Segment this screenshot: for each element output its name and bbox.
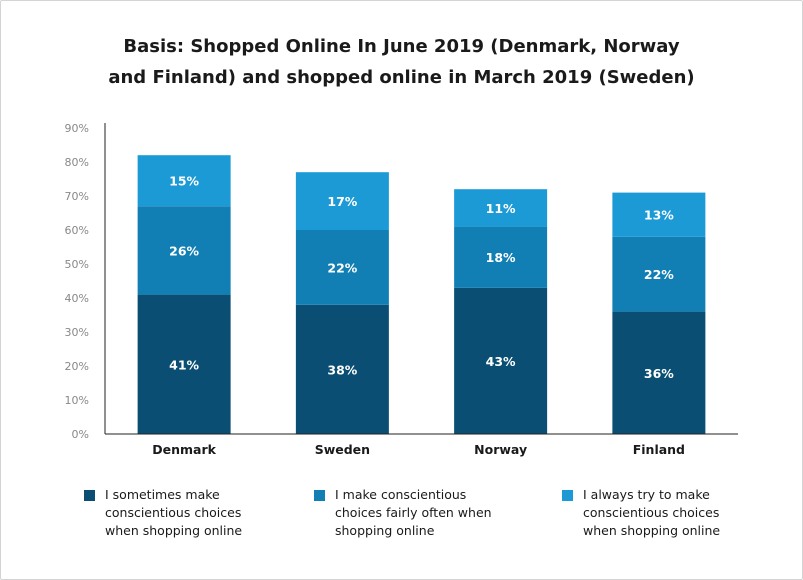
chart-title-line-2: and Finland) and shopped online in March… xyxy=(108,67,695,88)
legend-label-fairly-often-2: choices fairly often when xyxy=(335,505,492,520)
data-label: 43% xyxy=(486,354,516,369)
x-category-label: Finland xyxy=(633,442,685,457)
y-tick-label: 20% xyxy=(65,360,89,373)
data-label: 26% xyxy=(169,243,199,258)
bar-segment xyxy=(454,226,548,288)
x-category-label: Denmark xyxy=(152,442,216,457)
data-label: 22% xyxy=(327,260,357,275)
data-label: 13% xyxy=(644,208,674,223)
data-label: 11% xyxy=(486,201,516,216)
y-tick-label: 30% xyxy=(65,326,89,339)
x-category-label: Sweden xyxy=(315,442,370,457)
y-tick-label: 70% xyxy=(65,190,89,203)
bar-segment xyxy=(137,155,231,207)
y-tick-label: 60% xyxy=(65,224,89,237)
x-category-label: Norway xyxy=(474,442,527,457)
y-tick-label: 40% xyxy=(65,292,89,305)
bar-segment xyxy=(454,287,548,434)
y-tick-label: 80% xyxy=(65,156,89,169)
bar-segment xyxy=(137,206,231,295)
y-tick-label: 0% xyxy=(72,428,89,441)
chart-title-line-1: Basis: Shopped Online In June 2019 (Denm… xyxy=(123,36,680,57)
data-label: 15% xyxy=(169,174,199,189)
legend-item-sometimes: I sometimes make conscientious choices w… xyxy=(84,486,265,540)
bar-segment xyxy=(295,304,389,434)
data-label: 22% xyxy=(644,267,674,282)
y-tick-label: 90% xyxy=(65,122,89,135)
data-label: 38% xyxy=(327,362,357,377)
legend-swatch-fairly-often xyxy=(314,490,325,501)
legend-label-fairly-often-1: I make conscientious xyxy=(335,487,467,502)
legend-label-sometimes-3: when shopping online xyxy=(105,523,243,538)
bar-segment xyxy=(454,189,548,227)
y-tick-label: 10% xyxy=(65,394,89,407)
y-tick-label: 50% xyxy=(65,258,89,271)
data-label: 18% xyxy=(486,250,516,265)
legend-swatch-always xyxy=(562,490,573,501)
legend-label-sometimes-1: I sometimes make xyxy=(105,487,220,502)
legend-swatch-sometimes xyxy=(84,490,95,501)
data-label: 36% xyxy=(644,366,674,381)
legend-label-always-1: I always try to make xyxy=(583,487,710,502)
data-label: 17% xyxy=(327,194,357,209)
legend-item-always: I always try to make conscientious choic… xyxy=(562,486,753,540)
legend-label-always-3: when shopping online xyxy=(583,523,721,538)
data-label: 41% xyxy=(169,357,199,372)
legend-label-fairly-often-3: shopping online xyxy=(335,523,435,538)
bar-segment xyxy=(612,236,706,312)
legend-label-sometimes-2: conscientious choices xyxy=(105,505,242,520)
bar-segment xyxy=(612,311,706,434)
bar-segment xyxy=(612,192,706,237)
bar-segment xyxy=(295,172,389,230)
bar-segment xyxy=(137,294,231,434)
legend-item-fairly-often: I make conscientious choices fairly ofte… xyxy=(314,486,505,540)
legend-label-always-2: conscientious choices xyxy=(583,505,720,520)
bar-segment xyxy=(295,230,389,305)
